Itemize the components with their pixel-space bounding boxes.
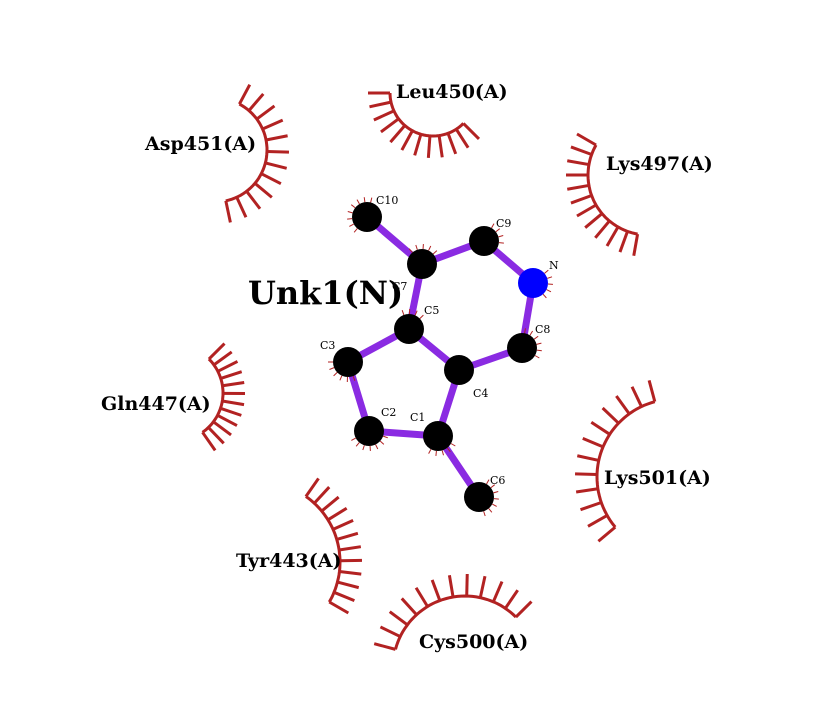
atom-c8 bbox=[507, 333, 537, 363]
atom-c1 bbox=[423, 421, 453, 451]
ligand-name: Unk1(N) bbox=[248, 274, 403, 312]
ligand-atoms bbox=[333, 202, 548, 512]
residue-label-cys500: Cys500(A) bbox=[419, 631, 528, 653]
residue-label-leu450: Leu450(A) bbox=[396, 81, 508, 103]
atom-label-c6: C6 bbox=[490, 474, 505, 487]
atom-spokes-c8 bbox=[524, 328, 542, 359]
hydrophobic-arc-lys501 bbox=[575, 380, 657, 543]
atom-label-c3: C3 bbox=[320, 339, 335, 352]
atom-label-c4: C4 bbox=[473, 387, 488, 400]
atom-n bbox=[518, 268, 548, 298]
atom-contact-spokes bbox=[328, 197, 553, 517]
hydrophobic-contact-arcs bbox=[201, 83, 657, 651]
atom-c2 bbox=[354, 416, 384, 446]
residue-label-gln447: Gln447(A) bbox=[101, 393, 211, 415]
hydrophobic-arc-asp451 bbox=[224, 83, 290, 223]
ligand-bonds bbox=[344, 213, 537, 501]
atom-c9 bbox=[469, 226, 499, 256]
hydrophobic-arc-leu450 bbox=[368, 91, 481, 158]
atom-c4 bbox=[444, 355, 474, 385]
residue-label-asp451: Asp451(A) bbox=[144, 133, 256, 155]
residue-label-tyr443: Tyr443(A) bbox=[236, 550, 341, 572]
atom-spokes-n bbox=[542, 269, 553, 299]
hydrophobic-arc-lys497 bbox=[566, 132, 640, 257]
atom-label-n: N bbox=[549, 259, 559, 272]
atom-label-c8: C8 bbox=[535, 323, 550, 336]
hydrophobic-arc-tyr443 bbox=[304, 477, 363, 615]
residue-label-lys501: Lys501(A) bbox=[604, 467, 711, 489]
atom-c10 bbox=[352, 202, 382, 232]
atom-c6 bbox=[464, 482, 494, 512]
atom-spokes-c6 bbox=[483, 479, 499, 517]
hydrophobic-arc-cys500 bbox=[373, 573, 533, 651]
labels: Unk1(N) Leu450(A) Asp451(A) Lys497(A) Gl… bbox=[101, 81, 713, 653]
atom-c7 bbox=[407, 249, 437, 279]
atom-spokes-c9 bbox=[491, 223, 504, 244]
hydrophobic-arc-gln447 bbox=[201, 342, 246, 452]
atom-label-c7: C7 bbox=[392, 280, 407, 293]
atom-spokes-c7 bbox=[408, 244, 438, 255]
atom-label-c5: C5 bbox=[424, 304, 439, 317]
atom-label-c10: C10 bbox=[376, 194, 398, 207]
atom-spokes-c10 bbox=[347, 197, 373, 233]
atom-c3 bbox=[333, 347, 363, 377]
atom-spokes-c3 bbox=[328, 361, 356, 383]
atom-spokes-c1 bbox=[428, 443, 456, 456]
atom-spokes-c2 bbox=[351, 435, 388, 451]
atom-label-c1: C1 bbox=[410, 411, 425, 424]
atom-c5 bbox=[394, 314, 424, 344]
residue-label-lys497: Lys497(A) bbox=[606, 153, 713, 175]
atom-label-c9: C9 bbox=[496, 217, 511, 230]
atom-spokes-c5 bbox=[401, 308, 424, 319]
atom-label-c2: C2 bbox=[381, 406, 396, 419]
